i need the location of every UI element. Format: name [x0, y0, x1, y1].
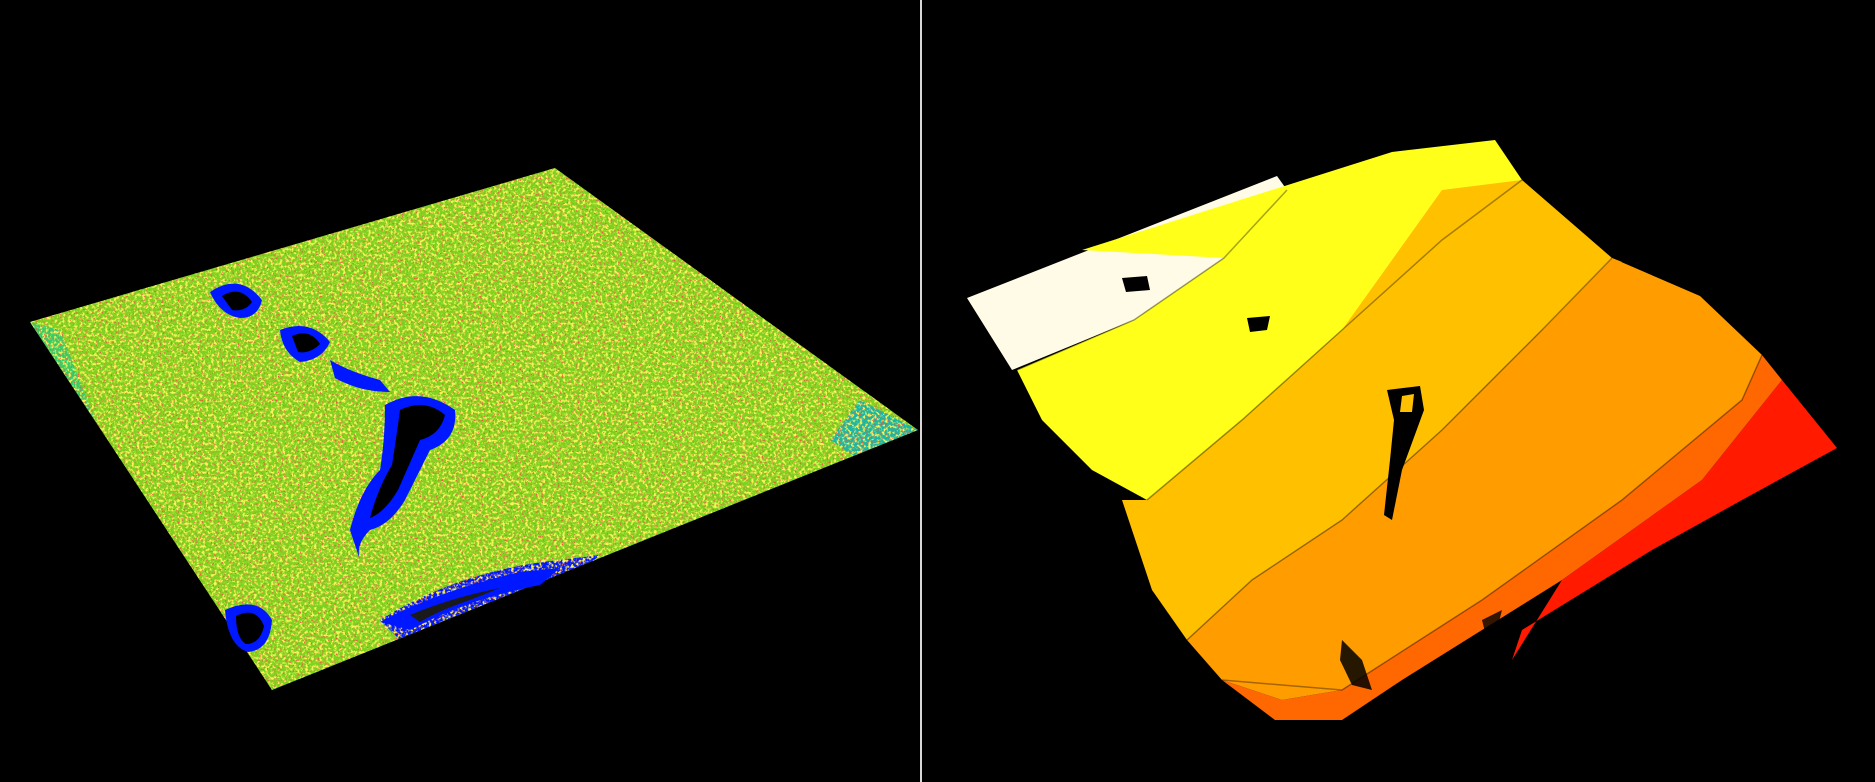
elevation-band-midhigh	[1187, 258, 1762, 700]
elevation-point-cloud[interactable]	[922, 0, 1875, 782]
right-viewport[interactable]	[922, 0, 1875, 782]
left-viewport[interactable]	[0, 0, 920, 782]
void-regions	[210, 283, 560, 652]
vegetation-texture	[30, 168, 918, 690]
terrain-step-edges	[1016, 179, 1763, 691]
elevation-band-highest	[1512, 380, 1837, 660]
classification-point-cloud[interactable]	[0, 0, 920, 782]
viewport-divider[interactable]	[920, 0, 922, 782]
elevation-band-low	[1017, 140, 1522, 500]
void-regions	[1122, 276, 1502, 690]
elevation-band-mid	[1122, 180, 1622, 640]
